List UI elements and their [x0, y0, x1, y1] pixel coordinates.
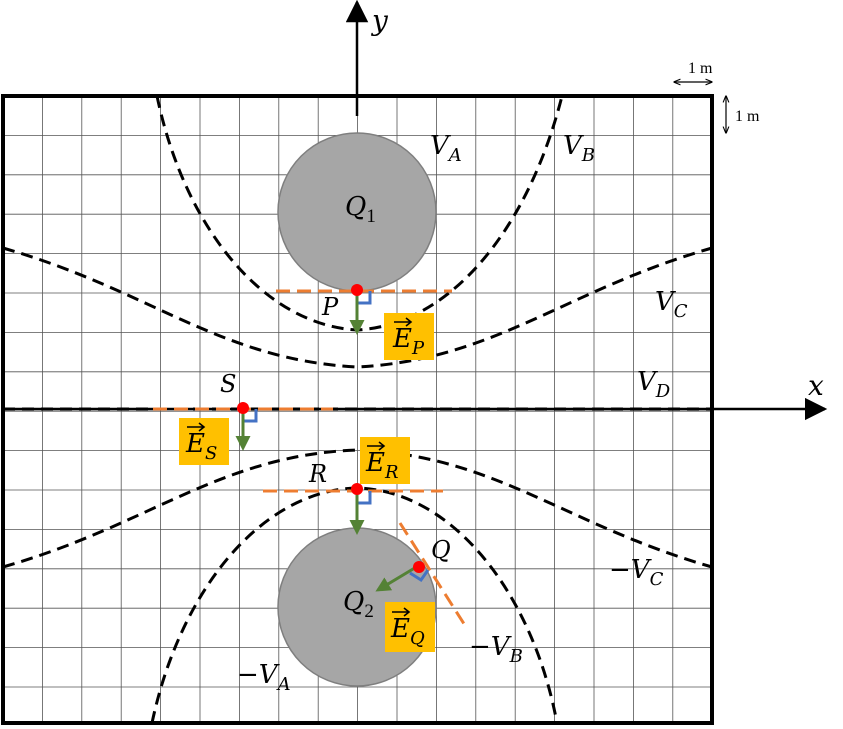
scale-horizontal-label: 1 m: [688, 60, 713, 77]
right-angle-s: [243, 409, 258, 423]
svg-text:EP: EP: [392, 324, 425, 359]
point-label-r: R: [308, 460, 327, 488]
equipotential-label-vc: VC: [655, 287, 688, 322]
svg-text:EQ: EQ: [390, 614, 425, 649]
svg-text:ES: ES: [185, 429, 217, 464]
field-label-er: ER: [360, 437, 410, 484]
right-angle-r: [357, 491, 372, 505]
equipotential-label-neg-vc: −VC: [609, 555, 664, 590]
charge-label-q2: Q2: [343, 587, 374, 622]
right-angle-q: [409, 569, 430, 583]
equipotential-label-neg-vb: −VB: [469, 632, 523, 667]
y-axis-label: y: [370, 4, 389, 37]
field-label-ep: EP: [384, 313, 434, 360]
point-p: [351, 284, 363, 296]
point-q: [413, 561, 425, 573]
vector-arrow-es: [187, 422, 206, 432]
point-r: [351, 483, 363, 495]
field-label-eq: EQ: [385, 602, 435, 652]
svg-text:ER: ER: [365, 448, 399, 483]
x-axis-label: x: [808, 369, 824, 402]
equipotential-label-vd: VD: [637, 367, 671, 402]
point-label-q: Q: [431, 536, 451, 564]
right-angle-p: [357, 291, 372, 305]
point-s: [237, 402, 249, 414]
equipotential-label-neg-va: −VA: [237, 660, 291, 695]
field-label-es: ES: [179, 418, 229, 465]
equipotential-label-vb: VB: [563, 131, 595, 166]
field-arrow-q: [375, 564, 419, 592]
point-label-s: S: [220, 370, 236, 398]
vector-arrow-ep: [394, 317, 413, 327]
charge-label-q1: Q1: [345, 192, 376, 227]
point-label-p: P: [321, 293, 339, 321]
equipotential-label-va: VA: [430, 131, 462, 166]
vector-arrow-er: [367, 441, 386, 451]
scale-vertical-label: 1 m: [735, 108, 760, 125]
vector-arrow-eq: [392, 607, 411, 617]
